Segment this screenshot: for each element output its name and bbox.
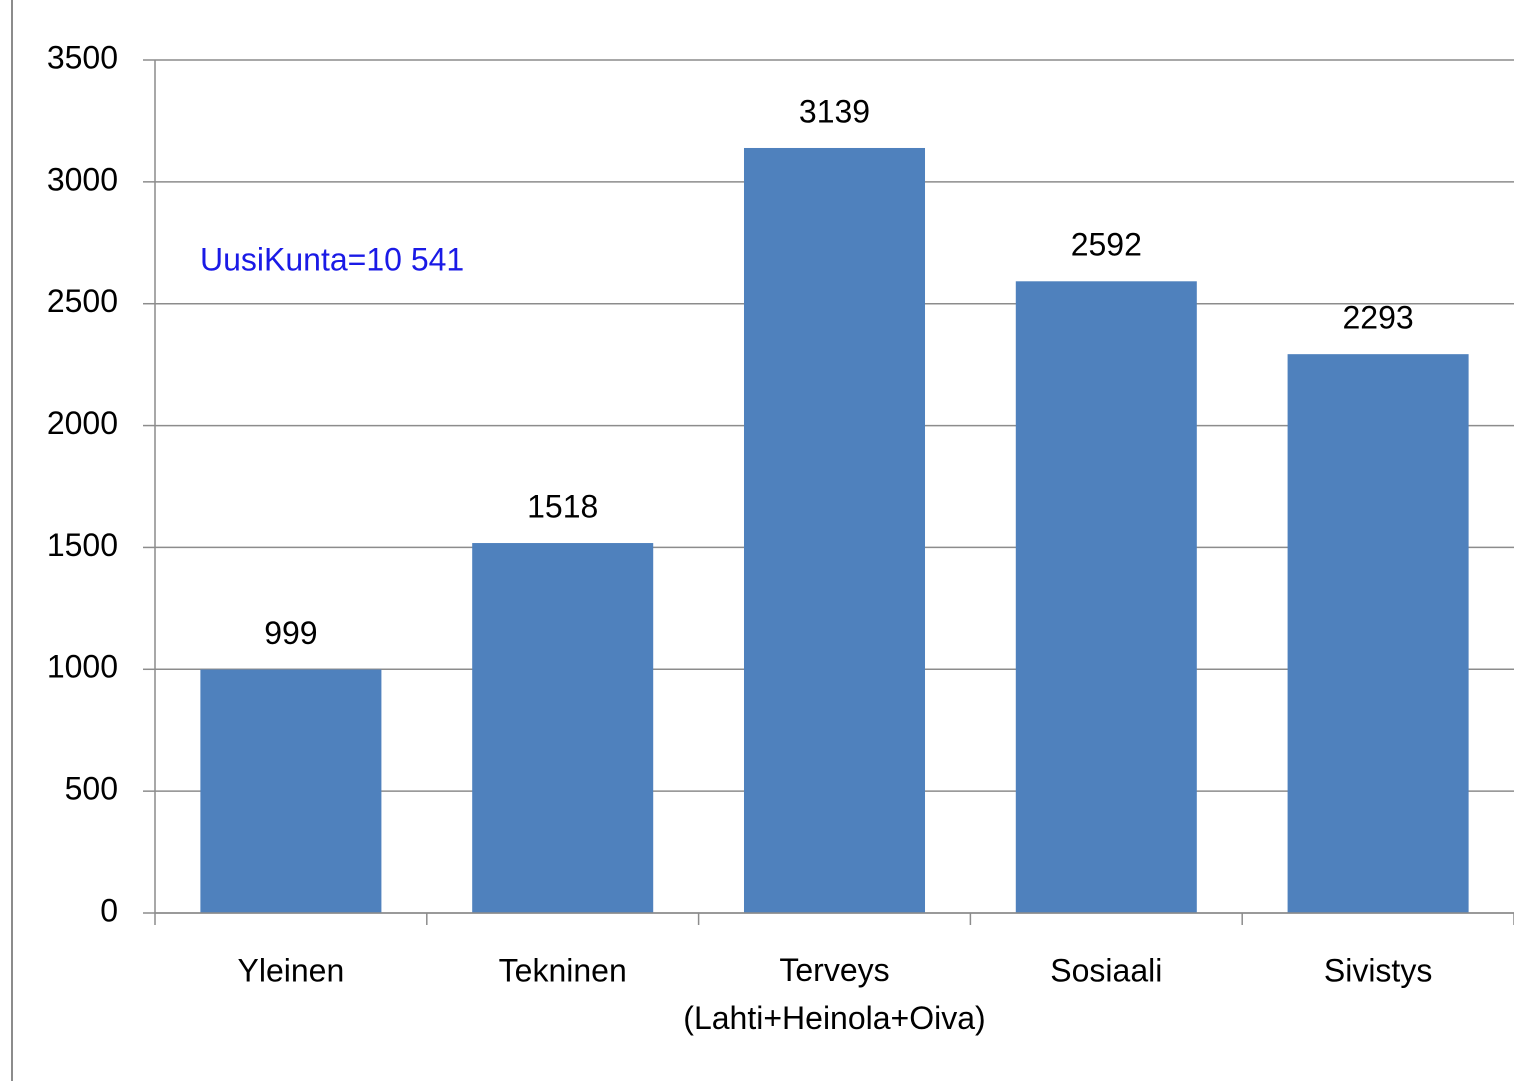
annotation: UusiKunta=10 541 — [200, 241, 464, 277]
bar — [200, 669, 382, 913]
y-tick-label: 3500 — [47, 39, 118, 75]
x-tick-label: Tekninen — [499, 952, 627, 988]
y-tick-label: 3000 — [47, 161, 118, 197]
y-tick-label: 1000 — [47, 649, 118, 685]
bar — [1287, 354, 1469, 913]
data-label: 999 — [264, 615, 317, 651]
bar — [743, 147, 926, 914]
data-label: 3139 — [799, 93, 870, 129]
data-label: 2592 — [1071, 227, 1142, 263]
bar — [472, 543, 654, 913]
x-tick-label: Sivistys — [1324, 952, 1432, 988]
x-tick-label: Terveys (Lahti+Heinola+Oiva) — [683, 952, 985, 1036]
data-label: 2293 — [1343, 300, 1414, 336]
y-tick-label: 0 — [100, 892, 118, 928]
y-tick-label: 500 — [65, 771, 118, 807]
y-tick-label: 2000 — [47, 405, 118, 441]
x-tick-label: Sosiaali — [1050, 952, 1162, 988]
y-tick-label: 1500 — [47, 527, 118, 563]
bar — [1015, 281, 1197, 913]
x-tick-label: Yleinen — [238, 952, 345, 988]
data-label: 1518 — [527, 488, 598, 524]
y-tick-label: 2500 — [47, 283, 118, 319]
